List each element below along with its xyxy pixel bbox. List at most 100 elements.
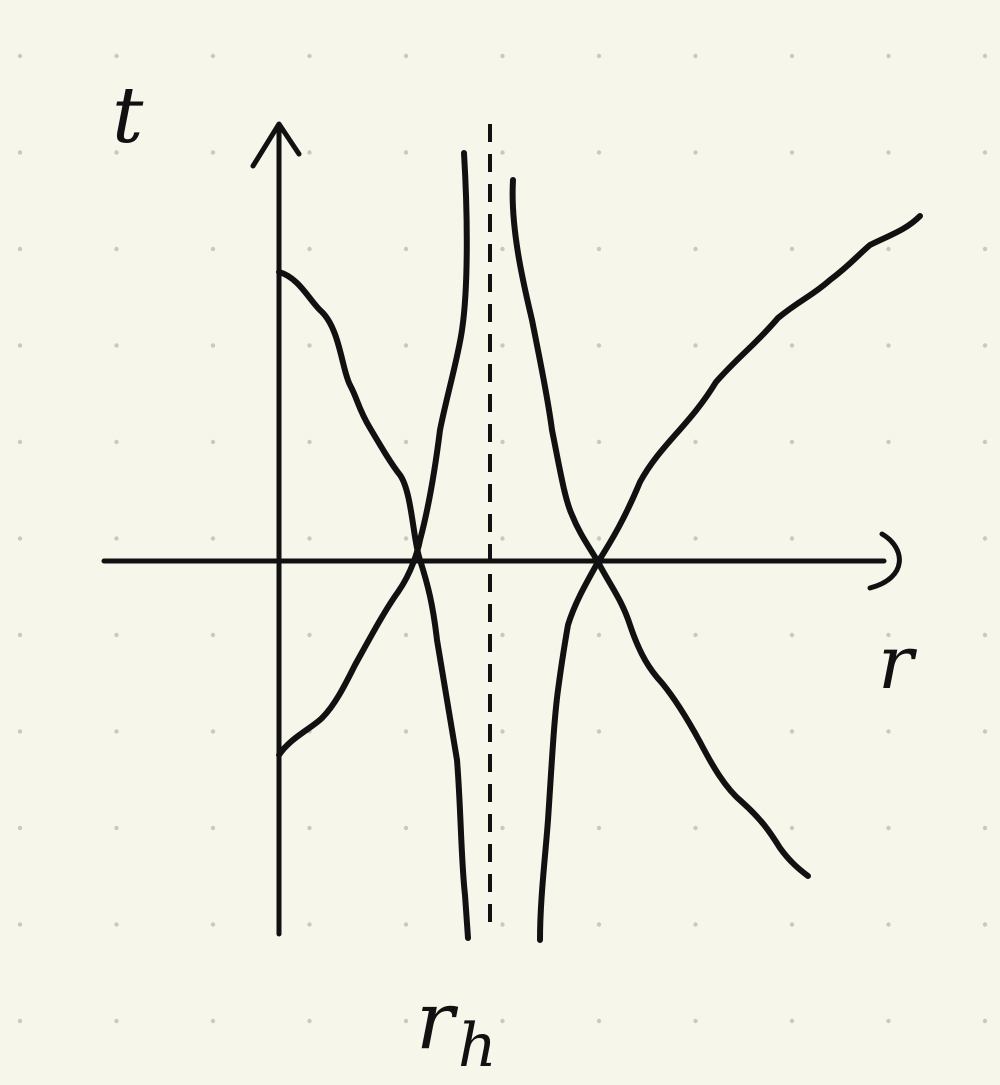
grid-dot [114,729,119,734]
grid-dot [693,536,698,541]
grid-dot [17,729,23,734]
grid-dot [210,729,216,734]
grid-dot [789,536,795,541]
grid-dot [114,632,119,638]
grid-dot [982,632,988,638]
grid-dot [982,1018,988,1024]
grid-dot [210,343,216,348]
grid-dot [403,536,409,541]
grid-dot [596,343,602,348]
grid-dot [500,246,505,252]
grid-dot [886,439,891,445]
grid-dot [114,922,119,927]
grid-dot [210,536,216,541]
grid-dot [596,150,602,155]
grid-dot [789,729,795,734]
grid-dot [307,825,312,831]
grid-dot [886,150,891,155]
grid-dot [982,922,988,927]
grid-dot [307,1018,312,1024]
curve-right-ascending [537,213,923,943]
grid-dot [403,729,409,734]
grid-dot [17,825,23,831]
grid-dot [500,439,505,445]
grid-dot [500,825,505,831]
grid-dot [982,729,988,734]
grid-dot [114,343,119,348]
grid-dot [307,343,312,348]
grid-dot [17,439,23,445]
grid-dot [500,343,505,348]
grid-dot [500,1018,505,1024]
r-axis [101,531,902,591]
grid-dot [789,825,795,831]
grid-dot [596,536,602,541]
r-axis-arrowhead [867,531,902,591]
grid-dot [693,439,698,445]
grid-dot [403,825,409,831]
grid-dot [500,536,505,541]
grid-dot [886,729,891,734]
grid-dot [114,439,119,445]
grid-dot [693,922,698,927]
grid-dot [596,1018,602,1024]
grid-dot [886,343,891,348]
t-axis-arrowhead [250,121,302,169]
grid-dot [307,150,312,155]
grid-dot [114,825,119,831]
grid-dot [403,439,409,445]
grid-dot [886,246,891,252]
grid-dot [982,825,988,831]
grid-dot [403,246,409,252]
grid-dot [886,922,891,927]
grid-dot [596,922,602,927]
grid-dot [403,53,409,59]
grid-dot [210,632,216,638]
grid-dot [114,1018,119,1024]
grid-dot [403,343,409,348]
grid-dot [982,536,988,541]
grid-dot [693,632,698,638]
grid-dot [886,1018,891,1024]
grid-dot [693,343,698,348]
grid-dot [210,53,216,59]
grid-dot [789,53,795,59]
grid-dot [500,632,505,638]
grid-dot [693,150,698,155]
grid-dot [500,53,505,59]
grid-dot [17,246,23,252]
grid-dot [596,439,602,445]
grid-dot [693,825,698,831]
grid-dot [789,343,795,348]
grid-dot [982,246,988,252]
grid-dot [403,150,409,155]
grid-dot [17,150,23,155]
curve-left-ascending [276,150,470,758]
grid-dot [886,53,891,59]
grid-dot [210,922,216,927]
grid-dot [307,439,312,445]
grid-dot [307,246,312,252]
grid-dot [789,150,795,155]
grid-dot [17,53,23,59]
grid-dot [789,922,795,927]
grid-dot [114,246,119,252]
grid-dot [17,632,23,638]
grid-dot [17,922,23,927]
grid-dot [886,825,891,831]
grid-dot [500,729,505,734]
grid-dot [210,150,216,155]
grid-dot [403,922,409,927]
horizon-label: r [416,974,459,1067]
grid-dot [307,632,312,638]
curve-left-descending [276,269,471,941]
grid-dot [982,53,988,59]
grid-dot [596,53,602,59]
light-cone-curves [276,150,923,943]
grid-dot [307,53,312,59]
grid-dot [210,1018,216,1024]
grid-dot [789,1018,795,1024]
horizon-label-subscript: h [458,1011,497,1081]
grid-dot [596,729,602,734]
